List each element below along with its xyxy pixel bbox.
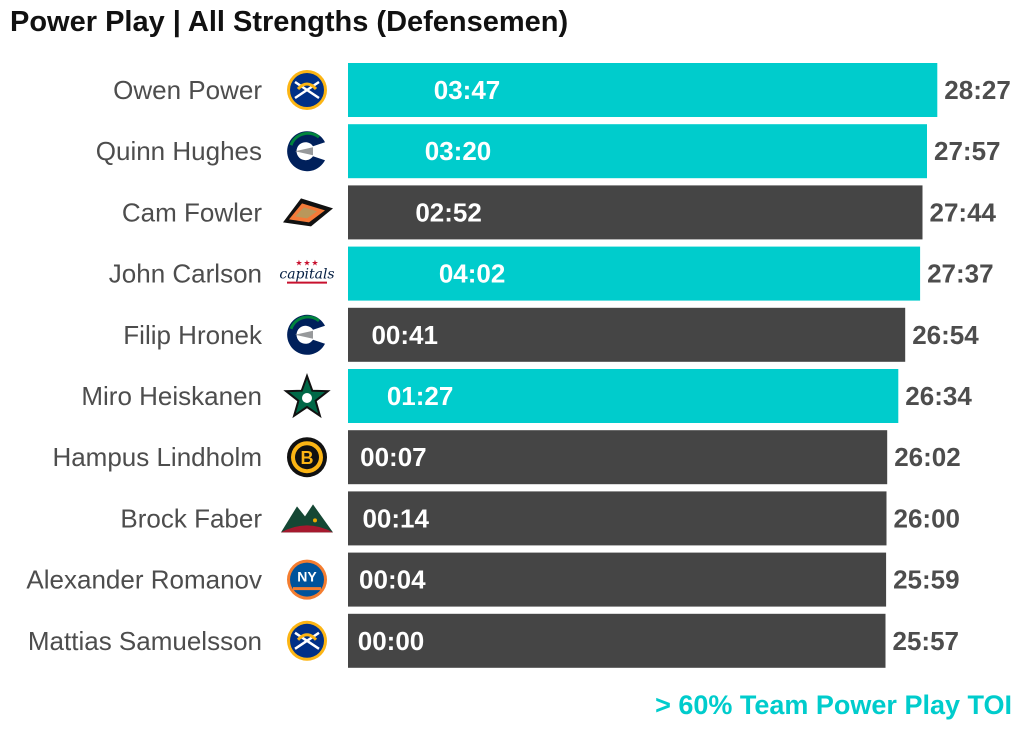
player-name: Brock Faber bbox=[120, 503, 262, 533]
stars-logo-icon bbox=[283, 373, 331, 419]
toi-label: 26:00 bbox=[894, 503, 961, 533]
capitals-logo-icon: capitals★ ★ ★ bbox=[279, 259, 335, 284]
islanders-logo-icon: NY bbox=[287, 559, 327, 600]
pp-toi-label: 00:14 bbox=[362, 503, 429, 533]
toi-bar bbox=[348, 613, 886, 668]
ducks-logo-icon bbox=[283, 198, 333, 227]
toi-bar bbox=[348, 246, 921, 301]
svg-text:★: ★ bbox=[303, 259, 310, 268]
toi-label: 27:57 bbox=[934, 136, 1001, 166]
bruins-logo-icon: B bbox=[287, 437, 327, 478]
chart-title: Power Play | All Strengths (Defensemen) bbox=[10, 6, 569, 38]
toi-bar bbox=[348, 552, 887, 607]
pp-toi-label: 03:47 bbox=[434, 75, 501, 105]
svg-text:capitals: capitals bbox=[279, 267, 334, 283]
pp-toi-label: 00:04 bbox=[359, 565, 426, 595]
toi-label: 25:57 bbox=[893, 626, 960, 656]
player-name: John Carlson bbox=[109, 259, 262, 289]
player-name: Hampus Lindholm bbox=[52, 442, 262, 472]
sabres-logo-icon bbox=[287, 620, 327, 661]
pp-toi-label: 02:52 bbox=[415, 197, 482, 227]
sabres-logo-icon bbox=[287, 70, 327, 110]
player-name: Cam Fowler bbox=[122, 197, 262, 227]
pp-toi-label: 00:41 bbox=[371, 320, 438, 350]
player-name: Alexander Romanov bbox=[26, 565, 262, 595]
canucks-logo-icon bbox=[287, 314, 325, 355]
player-name: Quinn Hughes bbox=[96, 136, 262, 166]
toi-bar bbox=[348, 63, 938, 117]
svg-text:★: ★ bbox=[311, 259, 318, 268]
toi-label: 27:44 bbox=[930, 197, 997, 227]
svg-text:NY: NY bbox=[297, 569, 317, 585]
svg-text:★: ★ bbox=[295, 259, 302, 268]
toi-bar bbox=[348, 430, 888, 485]
player-name: Miro Heiskanen bbox=[81, 381, 262, 411]
toi-bar bbox=[348, 491, 887, 546]
player-name: Owen Power bbox=[113, 75, 262, 105]
wild-logo-icon bbox=[281, 504, 333, 533]
pp-toi-label: 03:20 bbox=[425, 136, 492, 166]
pp-toi-label: 00:07 bbox=[360, 442, 427, 472]
player-name: Mattias Samuelsson bbox=[28, 626, 262, 656]
toi-bar bbox=[348, 124, 927, 179]
pp-toi-label: 00:00 bbox=[358, 626, 425, 656]
toi-bar bbox=[348, 369, 899, 423]
toi-bar bbox=[348, 185, 923, 240]
toi-label: 27:37 bbox=[927, 259, 994, 289]
toi-label: 26:34 bbox=[905, 381, 972, 411]
pp-toi-label: 01:27 bbox=[387, 381, 454, 411]
toi-label: 26:54 bbox=[912, 320, 979, 350]
toi-label: 26:02 bbox=[894, 442, 961, 472]
svg-text:B: B bbox=[301, 448, 314, 468]
toi-label: 28:27 bbox=[944, 75, 1011, 105]
player-name: Filip Hronek bbox=[123, 320, 263, 350]
pp-toi-label: 04:02 bbox=[439, 259, 506, 289]
legend-note: > 60% Team Power Play TOI bbox=[655, 690, 1012, 720]
toi-label: 25:59 bbox=[893, 565, 960, 595]
toi-bar bbox=[348, 307, 906, 362]
canucks-logo-icon bbox=[287, 131, 325, 172]
